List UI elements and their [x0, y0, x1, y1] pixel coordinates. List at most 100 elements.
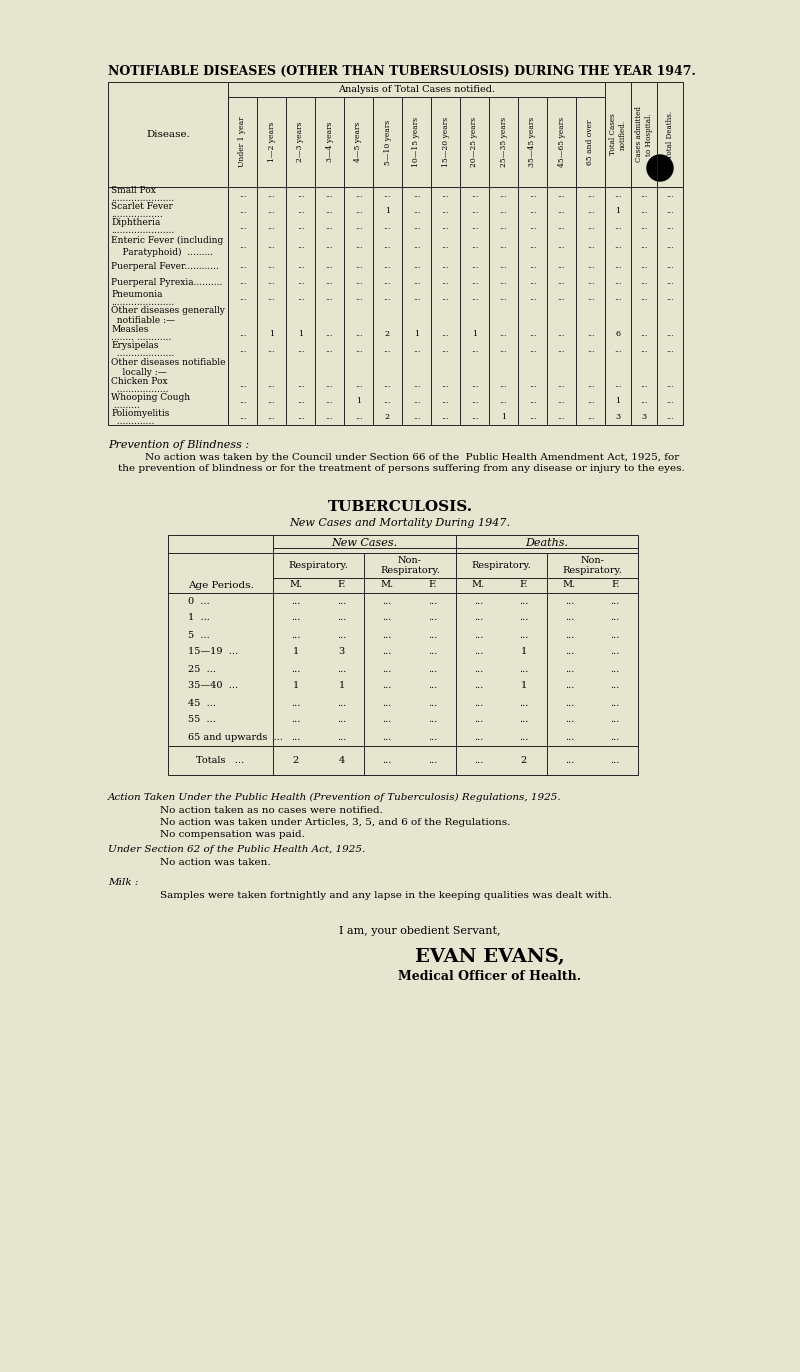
Text: ...: ... — [586, 397, 594, 405]
Text: Total Cases
notified.: Total Cases notified. — [610, 114, 626, 155]
Text: ...: ... — [337, 716, 346, 724]
Text: ...: ... — [529, 262, 536, 270]
Text: ...: ... — [565, 682, 574, 690]
Text: Non-
Respiratory.: Non- Respiratory. — [380, 556, 440, 575]
Text: Erysipelas: Erysipelas — [111, 342, 158, 350]
Text: ...: ... — [614, 279, 622, 285]
Text: ...: ... — [586, 243, 594, 251]
Text: ...: ... — [238, 262, 246, 270]
Text: ...: ... — [268, 224, 275, 230]
Text: ...: ... — [428, 698, 438, 708]
Text: ...: ... — [614, 191, 622, 199]
Text: ...: ... — [297, 294, 304, 302]
Text: ...: ... — [413, 279, 420, 285]
Text: ...: ... — [474, 733, 483, 741]
Text: ...: ... — [519, 733, 529, 741]
Text: ...: ... — [470, 224, 478, 230]
Text: ...: ... — [529, 413, 536, 421]
Text: ...: ... — [326, 381, 334, 390]
Text: ...: ... — [500, 294, 507, 302]
Text: ...: ... — [238, 294, 246, 302]
Text: ...: ... — [565, 664, 574, 674]
Text: ...: ... — [384, 397, 391, 405]
Text: ...: ... — [384, 294, 391, 302]
Text: ...: ... — [470, 207, 478, 215]
Text: Samples were taken fortnightly and any lapse in the keeping qualities was dealt : Samples were taken fortnightly and any l… — [160, 890, 612, 900]
Text: Small Pox: Small Pox — [111, 187, 156, 195]
Text: ...: ... — [354, 413, 362, 421]
Text: ...: ... — [326, 397, 334, 405]
Text: ...: ... — [238, 191, 246, 199]
Text: ...: ... — [558, 294, 566, 302]
Text: No action was taken by the Council under Section 66 of the  Public Health Amendm: No action was taken by the Council under… — [145, 453, 679, 462]
Text: ...: ... — [413, 346, 420, 354]
Text: ...: ... — [558, 243, 566, 251]
Text: ...: ... — [442, 329, 450, 338]
Text: locally :—: locally :— — [111, 368, 166, 377]
Text: ...: ... — [474, 597, 483, 605]
Bar — [108, 82, 683, 425]
Text: ...: ... — [474, 664, 483, 674]
Text: ...: ... — [297, 243, 304, 251]
Text: ...: ... — [565, 613, 574, 623]
Text: notifiable :—: notifiable :— — [111, 316, 175, 325]
Text: ...: ... — [382, 698, 392, 708]
Text: ...: ... — [610, 597, 620, 605]
Text: 1: 1 — [269, 329, 274, 338]
Text: Respiratory.: Respiratory. — [471, 561, 531, 569]
Text: ...: ... — [384, 243, 391, 251]
Text: ...: ... — [666, 207, 674, 215]
Text: ...: ... — [666, 329, 674, 338]
Text: ...: ... — [442, 191, 450, 199]
Text: ...: ... — [238, 381, 246, 390]
Text: ...: ... — [610, 631, 620, 639]
Text: ...: ... — [666, 243, 674, 251]
Text: ...: ... — [529, 224, 536, 230]
Text: ....................: .................... — [111, 348, 174, 358]
Text: ...: ... — [470, 243, 478, 251]
Text: ...: ... — [500, 279, 507, 285]
Text: ...: ... — [529, 243, 536, 251]
Text: ...: ... — [291, 698, 301, 708]
Text: ...: ... — [428, 682, 438, 690]
Text: ...: ... — [640, 224, 648, 230]
Text: 1: 1 — [414, 329, 419, 338]
Text: ...: ... — [500, 207, 507, 215]
Text: F.: F. — [429, 580, 437, 589]
Text: Other diseases notifiable: Other diseases notifiable — [111, 358, 226, 366]
Text: ...: ... — [610, 733, 620, 741]
Text: ...: ... — [268, 413, 275, 421]
Text: M.: M. — [381, 580, 394, 589]
Text: ...: ... — [470, 191, 478, 199]
Text: ...: ... — [442, 262, 450, 270]
Text: ...: ... — [586, 262, 594, 270]
Text: the prevention of blindness or for the treatment of persons suffering from any d: the prevention of blindness or for the t… — [118, 464, 685, 473]
Text: ...: ... — [382, 664, 392, 674]
Text: ...: ... — [529, 294, 536, 302]
Text: 3: 3 — [615, 413, 621, 421]
Text: ...: ... — [382, 631, 392, 639]
Bar — [168, 535, 638, 775]
Text: ...: ... — [337, 733, 346, 741]
Text: ...: ... — [565, 597, 574, 605]
Text: ...: ... — [614, 381, 622, 390]
Text: ...: ... — [558, 279, 566, 285]
Text: Analysis of Total Cases notified.: Analysis of Total Cases notified. — [338, 85, 495, 95]
Text: 65 and upwards  ...: 65 and upwards ... — [188, 733, 283, 741]
Text: M.: M. — [563, 580, 576, 589]
Text: ...: ... — [640, 279, 648, 285]
Text: ...: ... — [238, 243, 246, 251]
Text: 2: 2 — [385, 329, 390, 338]
Text: 3: 3 — [338, 648, 345, 656]
Text: TUBERCULOSIS.: TUBERCULOSIS. — [327, 499, 473, 514]
Text: ...: ... — [268, 294, 275, 302]
Text: ...: ... — [586, 346, 594, 354]
Text: ...: ... — [666, 381, 674, 390]
Text: Pneumonia: Pneumonia — [111, 289, 162, 299]
Text: ...: ... — [470, 346, 478, 354]
Text: ...: ... — [384, 224, 391, 230]
Text: ...: ... — [666, 294, 674, 302]
Text: Chicken Pox: Chicken Pox — [111, 376, 168, 386]
Text: 4: 4 — [338, 756, 345, 766]
Text: ...: ... — [640, 346, 648, 354]
